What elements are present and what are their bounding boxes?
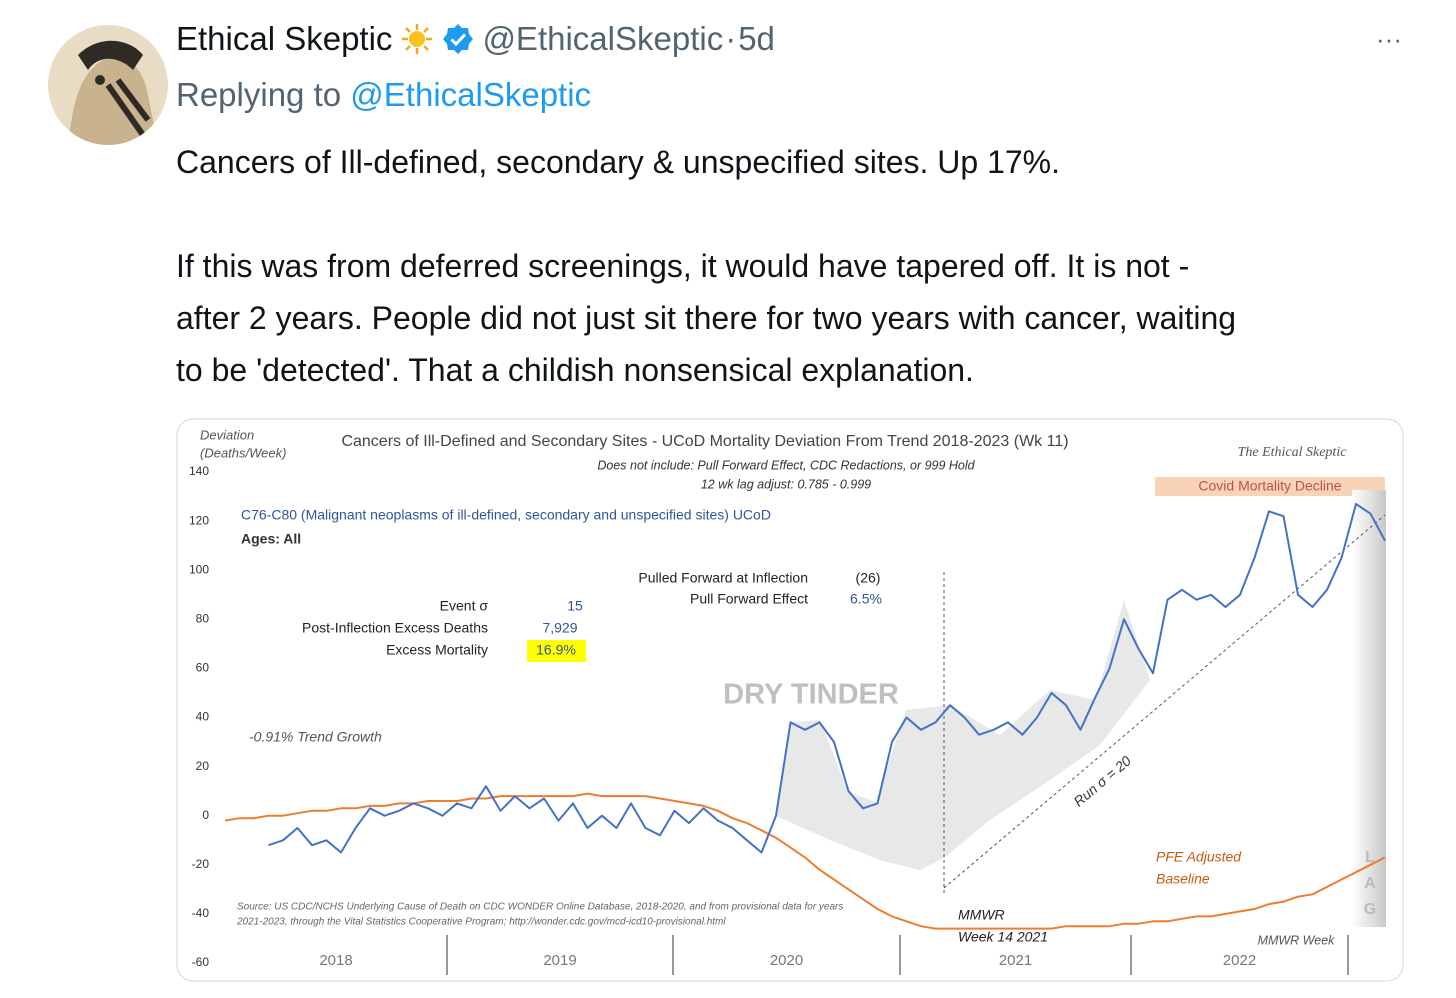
reply-handle[interactable]: @EthicalSkeptic bbox=[350, 76, 592, 113]
x-tick-label: 2020 bbox=[770, 952, 803, 969]
stat-label: Event σ bbox=[440, 598, 489, 614]
verified-badge[interactable] bbox=[442, 23, 474, 55]
baseline-label: Baseline bbox=[1156, 871, 1210, 887]
x-tick-label: 2021 bbox=[999, 952, 1032, 969]
legend-entry: C76-C80 (Malignant neoplasms of ill-defi… bbox=[241, 507, 771, 523]
covid-band bbox=[1155, 477, 1385, 496]
covid-label: Covid Mortality Decline bbox=[1198, 478, 1341, 494]
chart-subtitle: Does not include: Pull Forward Effect, C… bbox=[597, 458, 975, 472]
dry-tinder-label: DRY TINDER bbox=[723, 679, 899, 711]
source-note: Source: US CDC/NCHS Underlying Cause of … bbox=[237, 902, 843, 913]
reply-label: Replying to bbox=[176, 76, 342, 113]
y-tick-label: -60 bbox=[192, 955, 210, 969]
watermark: The Ethical Skeptic bbox=[1238, 445, 1348, 460]
trend-line bbox=[943, 514, 1386, 889]
separator: · bbox=[725, 20, 737, 57]
y-label: (Deaths/Week) bbox=[200, 445, 286, 460]
paragraph: If this was from deferred screenings, it… bbox=[176, 240, 1236, 396]
y-tick-label: 120 bbox=[189, 513, 209, 527]
author-handle[interactable]: @EthicalSkeptic bbox=[482, 20, 724, 57]
y-tick-label: -20 bbox=[192, 857, 210, 871]
text-line: If this was from deferred screenings, it… bbox=[176, 248, 1190, 284]
text-line: to be 'detected'. That a childish nonsen… bbox=[176, 352, 974, 388]
stat-label: Post-Inflection Excess Deaths bbox=[302, 620, 488, 636]
avatar[interactable] bbox=[48, 25, 168, 145]
chart-frame bbox=[176, 418, 1404, 982]
x-axis-label: MMWR Week bbox=[1258, 933, 1336, 947]
author-name[interactable]: Ethical Skeptic bbox=[176, 20, 393, 57]
highlight bbox=[527, 640, 586, 662]
chart-image[interactable]: Deviation (Deaths/Week) Cancers of Ill-D… bbox=[176, 418, 1404, 982]
paragraph: Cancers of Ill-defined, secondary & unsp… bbox=[176, 136, 1236, 188]
x-tick-label: 2018 bbox=[319, 952, 352, 969]
more-button[interactable]: ··· bbox=[1376, 24, 1402, 54]
stat-value: 15 bbox=[567, 598, 583, 614]
stat-label: Pulled Forward at Inflection bbox=[638, 570, 808, 586]
stat-label: Pull Forward Effect bbox=[690, 591, 808, 607]
y-tick-label: 60 bbox=[196, 661, 210, 675]
sun-emoji bbox=[402, 24, 433, 54]
tweet-header: Ethical Skeptic @EthicalSkeptic · 5d bbox=[176, 20, 775, 58]
baseline-label: PFE Adjusted bbox=[1156, 849, 1242, 865]
timestamp[interactable]: 5d bbox=[738, 20, 775, 57]
y-tick-label: 140 bbox=[189, 464, 209, 478]
y-tick-label: 40 bbox=[196, 710, 210, 724]
lag-band bbox=[1352, 490, 1386, 927]
series-line bbox=[224, 792, 1386, 930]
inflection-label: MMWR bbox=[958, 907, 1005, 923]
y-tick-label: 100 bbox=[189, 562, 209, 576]
text-line: after 2 years. People did not just sit t… bbox=[176, 300, 1237, 336]
dry-tinder-area bbox=[776, 600, 1150, 870]
y-label: Deviation bbox=[200, 427, 254, 442]
lag-letter: A bbox=[1364, 875, 1376, 892]
x-tick-label: 2022 bbox=[1223, 952, 1256, 969]
year-dividers bbox=[446, 935, 1349, 975]
stat-value: 16.9% bbox=[536, 642, 576, 658]
ages-label: Ages: All bbox=[241, 531, 301, 547]
lag-letter: L bbox=[1365, 849, 1375, 866]
chart-title: Cancers of Ill-Defined and Secondary Sit… bbox=[341, 433, 1068, 450]
tweet-text: Cancers of Ill-defined, secondary & unsp… bbox=[176, 136, 1236, 448]
y-tick-label: 20 bbox=[196, 759, 210, 773]
y-tick-label: -40 bbox=[192, 906, 210, 920]
stat-label: Excess Mortality bbox=[386, 642, 488, 658]
inflection-label: Week 14 2021 bbox=[958, 929, 1048, 945]
stat-value: 7,929 bbox=[542, 620, 577, 636]
lag-letter: G bbox=[1364, 901, 1376, 918]
stat-value: (26) bbox=[856, 570, 881, 586]
trend-label: -0.91% Trend Growth bbox=[249, 729, 382, 745]
y-tick-label: 0 bbox=[202, 808, 209, 822]
y-tick-label: 80 bbox=[196, 611, 210, 625]
series-line bbox=[268, 502, 1386, 854]
x-tick-label: 2019 bbox=[543, 952, 576, 969]
stat-value: 6.5% bbox=[850, 591, 882, 607]
source-note: 2021-2023, through the Vital Statistics … bbox=[236, 917, 726, 928]
reply-context: Replying to @EthicalSkeptic bbox=[176, 76, 591, 114]
text-line: Cancers of Ill-defined, secondary & unsp… bbox=[176, 144, 1061, 180]
chart-subtitle: 12 wk lag adjust: 0.785 - 0.999 bbox=[701, 477, 871, 491]
